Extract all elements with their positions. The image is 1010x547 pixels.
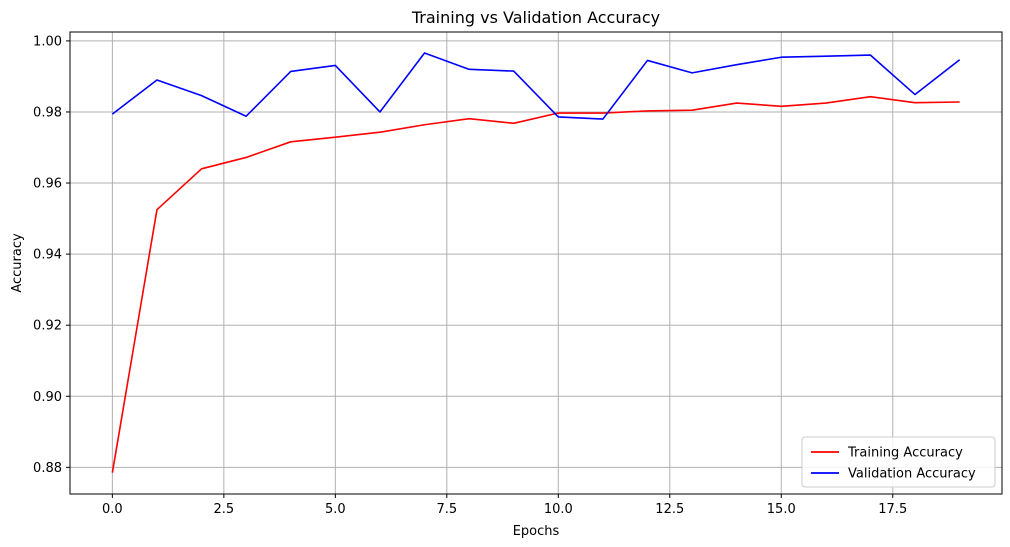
legend-label: Training Accuracy: [847, 446, 963, 461]
y-tick-label: 0.90: [33, 390, 62, 405]
y-axis-ticks: 0.88 0.90 0.92 0.94 0.96 0.98 1.00: [33, 34, 70, 476]
chart-title: Training vs Validation Accuracy: [411, 8, 660, 27]
y-tick-label: 0.88: [33, 461, 62, 476]
x-tick-label: 17.5: [878, 502, 907, 517]
x-axis-ticks: 0.0 2.5 5.0 7.5 10.0 12.5 15.0 17.5: [102, 494, 907, 517]
plot-area-frame: [69, 31, 1003, 495]
series-lines: [111, 52, 961, 473]
y-axis-title: Accuracy: [10, 233, 25, 293]
x-tick-label: 7.5: [436, 502, 457, 517]
grid-lines: [70, 32, 1002, 494]
y-tick-label: 0.92: [33, 319, 62, 334]
y-tick-label: 0.96: [33, 177, 62, 192]
legend: Training Accuracy Validation Accuracy: [801, 436, 996, 488]
x-tick-label: 2.5: [214, 502, 235, 517]
legend-box: [801, 436, 996, 488]
legend-label: Validation Accuracy: [848, 467, 976, 482]
x-tick-label: 12.5: [655, 502, 684, 517]
x-tick-label: 5.0: [325, 502, 346, 517]
series-line-training: [111, 95, 960, 473]
y-tick-label: 0.98: [33, 105, 62, 120]
y-tick-label: 0.94: [33, 248, 62, 263]
x-tick-label: 15.0: [767, 502, 796, 517]
y-tick-label: 1.00: [33, 34, 62, 49]
series-line-validation: [111, 52, 961, 120]
x-tick-label: 10.0: [544, 502, 573, 517]
x-axis-title: Epochs: [513, 524, 560, 539]
x-tick-label: 0.0: [102, 502, 123, 517]
